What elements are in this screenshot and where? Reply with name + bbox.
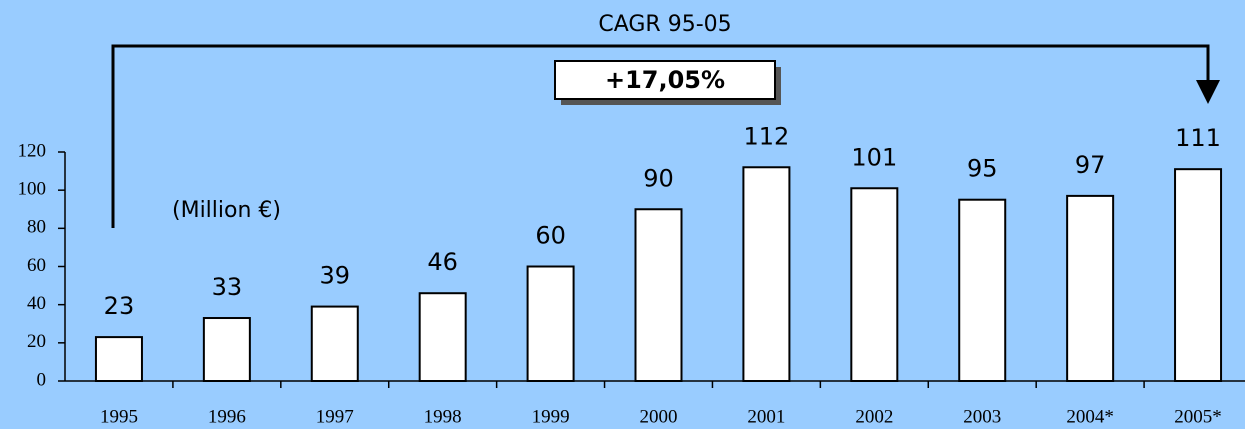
bar [310,305,359,383]
y-tick-label: 100 [18,179,47,200]
y-tick-label: 0 [37,369,47,390]
x-tick-label: 2003 [963,406,1001,427]
x-tick-label: 2005* [1174,406,1222,427]
annotation: +17,05% [605,66,725,94]
data-label: 33 [212,273,243,301]
bar [94,336,143,383]
data-label: 97 [1075,151,1106,179]
bar [1174,168,1223,382]
bar [634,208,683,382]
x-tick-label: 2000 [640,406,678,427]
data-label: 111 [1175,124,1221,152]
bracket [111,44,1210,228]
y-tick-label: 60 [27,255,46,276]
x-tick-label: 2001 [747,406,785,427]
data-label: 95 [967,155,998,183]
bar [526,265,575,382]
bar [850,187,899,382]
bar [958,198,1007,382]
unit-label: (Million €) [172,198,281,223]
y-tick-label: 40 [27,293,46,314]
data-label: 112 [744,122,790,150]
data-label: 46 [427,248,458,276]
y-tick-label: 120 [18,140,47,161]
x-tick-label: 1996 [208,406,246,427]
x-tick-label: 1999 [532,406,570,427]
x-tick-label: 1995 [100,406,138,427]
data-label: 60 [535,222,566,250]
y-tick-label: 20 [27,331,46,352]
bar [202,317,251,382]
annotation-box [554,60,776,100]
data-label: 39 [319,262,350,290]
data-label: 90 [643,164,674,192]
x-tick-label: 1998 [424,406,462,427]
x-tick-label: 2004* [1066,406,1114,427]
data-label: 23 [104,292,135,320]
x-tick-label: 1997 [316,406,354,427]
bar [1066,194,1115,382]
bar [418,292,467,383]
annotation-title: CAGR 95-05 [598,12,731,37]
bar [742,166,791,382]
arrow-head [1196,80,1220,104]
y-tick-label: 80 [27,217,46,238]
x-tick-label: 2002 [855,406,893,427]
data-label: 101 [851,143,897,171]
